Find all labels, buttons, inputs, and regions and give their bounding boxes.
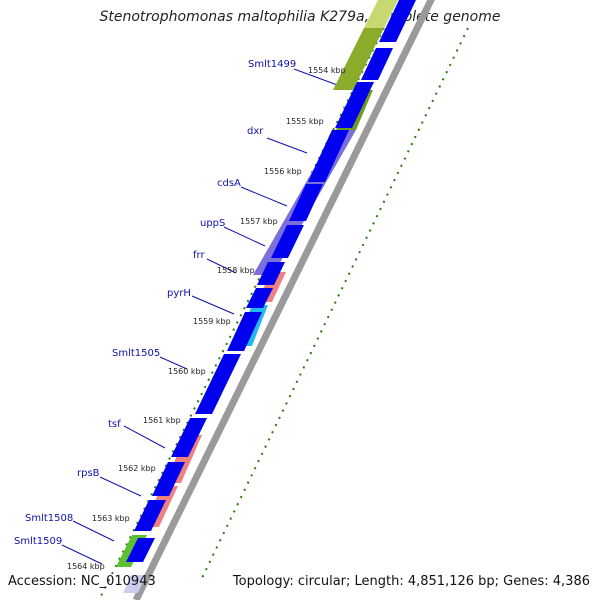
kbp-tick-label: 1563 kbp <box>92 514 130 523</box>
cds-arrow <box>227 312 262 351</box>
kbp-tick-label: 1558 kbp <box>217 266 255 275</box>
leader-lines <box>61 68 341 565</box>
cds-arrow <box>171 418 207 457</box>
leader-line <box>223 226 266 247</box>
cds-arrow <box>379 0 416 42</box>
cds-arrow <box>361 48 393 80</box>
cds-arrow <box>257 262 285 285</box>
cds-arrow <box>246 288 273 308</box>
cds-arrow <box>308 130 349 182</box>
genome-summary-text: Topology: circular; Length: 4,851,126 bp… <box>232 574 590 589</box>
kbp-ticks: 1554 kbp 1555 kbp 1556 kbp 1557 kbp 1558… <box>67 66 346 571</box>
kbp-tick-label: 1561 kbp <box>143 416 181 425</box>
leader-line <box>61 544 103 565</box>
gene-block-lightblue <box>123 575 146 593</box>
gene-labels: Smlt1499 dxr cdsA uppS frr pyrH Smlt1505… <box>14 59 296 547</box>
gene-label: rpsB <box>77 468 100 479</box>
gene-label: frr <box>193 250 205 261</box>
cds-arrow <box>289 184 323 221</box>
inner-dotted-track <box>99 27 385 599</box>
cds-arrow <box>335 82 374 128</box>
leader-line <box>293 68 341 87</box>
gene-label: Smlt1499 <box>248 59 296 70</box>
gene-label: uppS <box>200 218 225 229</box>
leader-line <box>99 476 142 497</box>
kbp-tick-label: 1555 kbp <box>286 117 324 126</box>
cds-arrow <box>152 462 185 496</box>
cds-arrow <box>271 225 304 258</box>
kbp-tick-label: 1557 kbp <box>240 217 278 226</box>
cds-arrow <box>126 538 155 562</box>
kbp-tick-label: 1560 kbp <box>168 367 206 376</box>
gene-block-yellow <box>364 0 398 28</box>
leader-line <box>191 295 235 315</box>
leader-line <box>206 258 237 274</box>
cds-arrow <box>134 500 166 531</box>
accession-text: Accession: NC_010943 <box>8 574 156 589</box>
gene-label: Smlt1505 <box>112 348 160 359</box>
gene-label: Smlt1509 <box>14 536 62 547</box>
leader-line <box>72 520 115 542</box>
kbp-tick-label: 1564 kbp <box>67 562 105 571</box>
gene-block-olive <box>333 28 384 90</box>
kbp-tick-label: 1554 kbp <box>308 66 346 75</box>
leader-line <box>266 137 308 154</box>
kbp-tick-label: 1562 kbp <box>118 464 156 473</box>
backbone-shadow <box>132 0 435 600</box>
leader-line <box>123 425 166 449</box>
gene-label: cdsA <box>217 178 241 189</box>
cds-track <box>126 0 416 562</box>
gene-label: pyrH <box>167 288 191 299</box>
kbp-tick-label: 1559 kbp <box>193 317 231 326</box>
outer-dotted-track <box>201 27 469 579</box>
cds-arrow <box>195 354 241 414</box>
leader-line <box>240 186 288 207</box>
gene-label: Smlt1508 <box>25 513 73 524</box>
leader-line <box>159 356 188 370</box>
gene-label: tsf <box>108 419 121 430</box>
gene-label: dxr <box>247 126 264 137</box>
kbp-tick-label: 1556 kbp <box>264 167 302 176</box>
